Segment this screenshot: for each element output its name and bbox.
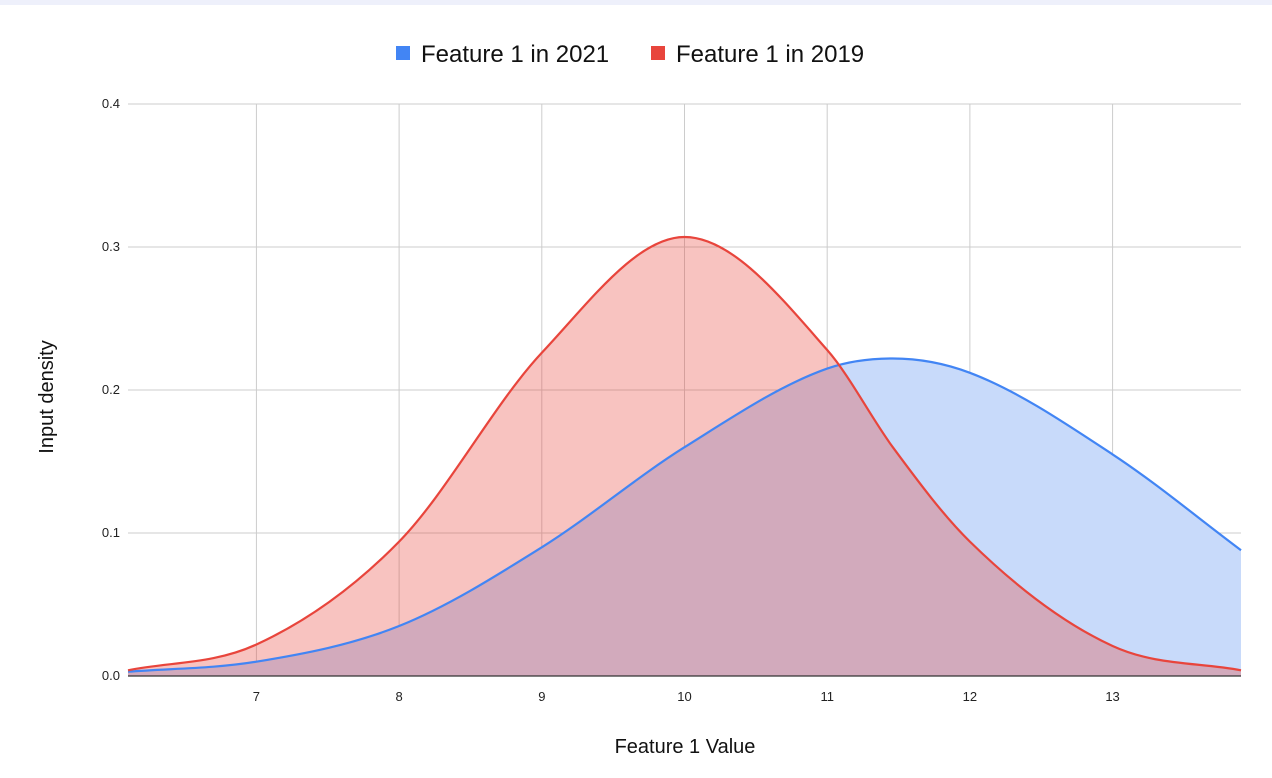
x-tick-label: 9 — [538, 689, 545, 704]
x-tick-label: 10 — [677, 689, 691, 704]
x-tick-label: 13 — [1105, 689, 1119, 704]
x-axis-title: Feature 1 Value — [615, 736, 756, 758]
legend-swatch — [651, 46, 665, 60]
series-line-2 — [127, 235, 1242, 672]
series-area-1 — [128, 358, 1241, 676]
x-tick-label: 7 — [253, 689, 260, 704]
legend-swatch — [396, 46, 410, 60]
series-areas — [128, 237, 1241, 676]
y-tick-label: 0.3 — [102, 239, 120, 254]
y-axis-title: Input density — [36, 340, 58, 453]
axes: 0.0 0.1 0.2 0.3 0.4 7 8 9 10 11 12 13 — [102, 96, 1241, 704]
legend-item-2[interactable]: Feature 1 in 2019 — [651, 41, 864, 68]
series-lines — [127, 235, 1242, 673]
x-tick-label: 11 — [820, 689, 834, 704]
x-tick-label: 12 — [963, 689, 977, 704]
x-tick-label: 8 — [395, 689, 402, 704]
legend-label: Feature 1 in 2021 — [421, 41, 609, 68]
y-tick-label: 0.2 — [102, 382, 120, 397]
series-area-2 — [128, 237, 1241, 676]
series-line-1 — [127, 357, 1242, 673]
y-tick-label: 0.4 — [102, 96, 120, 111]
y-tick-label: 0.1 — [102, 525, 120, 540]
y-tick-label: 0.0 — [102, 668, 120, 683]
legend-label: Feature 1 in 2019 — [676, 41, 864, 68]
top-border — [0, 0, 1272, 5]
legend[interactable]: Feature 1 in 2021 Feature 1 in 2019 — [396, 41, 864, 68]
legend-item-1[interactable]: Feature 1 in 2021 — [396, 41, 609, 68]
